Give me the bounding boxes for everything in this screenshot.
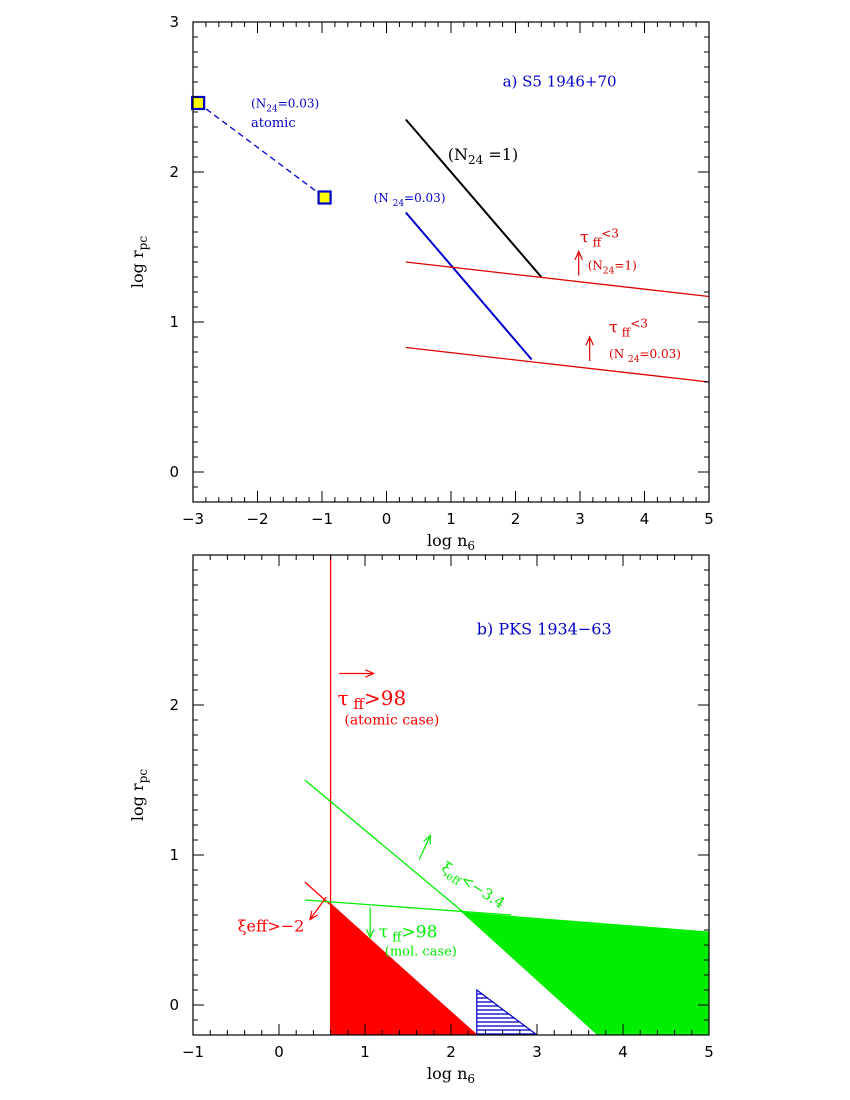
annotation-xi-gt-minus2: ξeff>−2 — [238, 917, 305, 936]
panel-b: −1 0 1 2 3 4 5 0 1 2 log n6 log rpc b) PKS 1934−63 τ … — [128, 554, 714, 1086]
x-axis-label: log n6 — [427, 1064, 475, 1086]
x-tick-label: 0 — [382, 510, 392, 528]
x-tick-label: −3 — [182, 510, 204, 528]
annotation-label-n24-1: (N24 =1) — [448, 145, 518, 167]
annotation-tau-mol-symbol: τ ff>98 — [379, 923, 438, 946]
annotation-tau-2-n24: (N 24=0.03) — [609, 347, 681, 365]
y-tick-label: 0 — [169, 463, 179, 481]
blue-hatch — [476, 988, 539, 1035]
arrow-xi-red — [309, 896, 327, 920]
x-tick-label: 3 — [532, 1043, 542, 1061]
annotation-xi-lt-minus34: ξeff<−3.4 — [437, 858, 508, 915]
arrow-tau-2-head — [585, 335, 594, 346]
series-n24-003-blue — [405, 211, 533, 361]
arrow-xi-green-head — [423, 834, 431, 845]
y-axis-label: log rpc — [128, 236, 150, 288]
series-xi-lt-minus34 — [304, 779, 504, 946]
annotation-tau-1-n24: (N24=1) — [588, 259, 637, 277]
annotation-atomic-n24: (N24=0.03) — [251, 97, 319, 115]
arrow-tau-1-head — [574, 250, 583, 260]
y-tick-label: 3 — [169, 13, 179, 31]
series-tau-mol — [304, 899, 512, 916]
arrow-tau-mol-head — [365, 929, 375, 939]
annotation-title: b) PKS 1934−63 — [477, 620, 612, 639]
x-tick-label: 1 — [446, 510, 456, 528]
arrow-xi-green — [418, 835, 431, 860]
annotation-tau-atomic-case: (atomic case) — [344, 713, 439, 729]
y-tick-label: 1 — [169, 846, 179, 864]
x-tick-label: 1 — [360, 1043, 370, 1061]
x-tick-label: 2 — [446, 1043, 456, 1061]
y-tick-label: 0 — [169, 996, 179, 1014]
series-n24-1-black — [405, 118, 543, 278]
x-tick-label: 5 — [704, 510, 714, 528]
x-tick-label: 5 — [704, 1043, 714, 1061]
x-tick-label: −1 — [182, 1043, 204, 1061]
plot-area — [197, 102, 709, 383]
annotation-tau-2-symbol: τ ff<3 — [609, 317, 648, 340]
marker-square-1 — [191, 95, 206, 111]
plot-area — [304, 555, 709, 1035]
arrow-tau-atomic-head — [365, 669, 376, 678]
x-tick-label: 4 — [618, 1043, 628, 1061]
red-region — [330, 903, 477, 1035]
annotation-tau-1-symbol: τ ff<3 — [580, 227, 619, 250]
x-tick-label: −1 — [311, 510, 333, 528]
green-region — [461, 912, 709, 1035]
y-tick-label: 2 — [169, 696, 179, 714]
x-tick-label: 3 — [575, 510, 585, 528]
annotation-title: a) S5 1946+70 — [503, 73, 617, 91]
marker-square-2 — [317, 190, 332, 205]
annotation-tau-atomic-symbol: τ ff>98 — [337, 686, 406, 713]
series-atomic-dashed — [197, 102, 325, 199]
x-tick-label: 0 — [274, 1043, 284, 1061]
x-tick-label: −2 — [246, 510, 268, 528]
annotation-label-n24-003-blue: (N 24=0.03) — [374, 191, 446, 209]
x-tick-label: 2 — [511, 510, 521, 528]
y-tick-label: 2 — [169, 163, 179, 181]
arrow-xi-red-head — [309, 910, 319, 921]
annotation-atomic-word: atomic — [251, 116, 296, 131]
series-xi-gt-minus2 — [304, 881, 478, 1035]
series-tau-n24-1-red — [405, 261, 709, 298]
y-tick-label: 1 — [169, 313, 179, 331]
y-axis-label: log rpc — [128, 769, 150, 821]
annotation-tau-mol-case: (mol. case) — [385, 945, 457, 960]
series-tau-n24-003-red — [405, 346, 709, 383]
x-axis-label: log n6 — [427, 531, 475, 553]
x-tick-label: 4 — [640, 510, 650, 528]
panel-a: −3 −2 −1 0 1 2 3 4 5 0 1 2 3 log n6 log rpc a) S5 1946+… — [128, 13, 714, 553]
